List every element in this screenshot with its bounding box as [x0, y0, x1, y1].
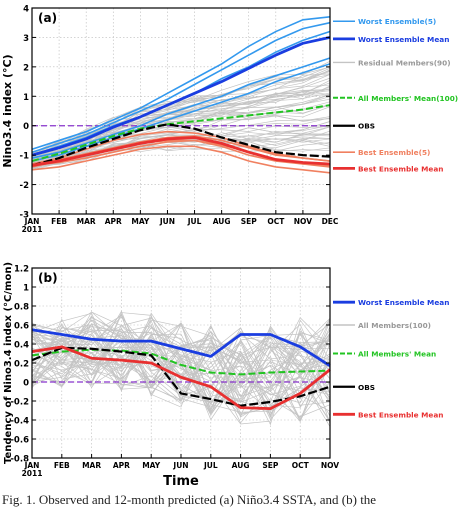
x-tick-label: MAY — [131, 217, 150, 226]
legend-label: Worst Ensemble(5) — [358, 17, 436, 26]
y-tick-label: 1 — [23, 284, 29, 294]
y-tick-label: 3 — [23, 34, 29, 44]
y-tick-label: 1.2 — [14, 265, 29, 275]
residual-member-line — [31, 319, 331, 425]
series-line-all-mean — [31, 348, 331, 376]
y-tick-label: -3 — [20, 211, 30, 221]
best-ensemble-member-line — [31, 145, 331, 174]
residual-member-line — [31, 323, 331, 398]
y-tick-label: 0.4 — [14, 341, 29, 351]
series-line-worst-mean — [31, 36, 331, 157]
y-tick-label: -0.4 — [10, 417, 29, 427]
y-tick-label: -0.6 — [10, 436, 29, 446]
legend: Worst Ensemble(5) Worst Ensemble Mean Resi… — [333, 17, 458, 173]
best-ensemble-member-line — [31, 135, 331, 165]
x-tick-label: JUN — [159, 217, 175, 226]
x-tick-label: SEP — [262, 461, 279, 470]
x-tick-label: MAR — [77, 217, 96, 226]
residual-member-line — [31, 315, 331, 412]
series-line-obs — [31, 123, 331, 167]
y-tick-label: -1 — [20, 152, 30, 162]
y-axis-label: Nino3.4 index (°C) — [1, 54, 14, 167]
x-tick-label: APR — [113, 461, 130, 470]
legend-label: Worst Ensemble Mean — [358, 35, 449, 44]
worst-ensemble-member-line — [31, 63, 331, 162]
y-tick-label: -0.2 — [10, 398, 29, 408]
x-tick-label: DEC — [322, 217, 339, 226]
x-tick-label: JAN 2011 — [22, 217, 43, 234]
panel-b: -0.8 -0.6 -0.4 -0.2 0 0.2 0.4 0.6 0.8 1 1.2 JAN 2011… — [3, 262, 449, 489]
x-tick-label: JUL — [203, 461, 218, 470]
residual-member-line — [31, 69, 331, 158]
legend-label: Best Ensemble Mean — [358, 164, 444, 173]
legend-label: OBS — [358, 383, 375, 392]
y-tick-label: 0 — [23, 379, 29, 389]
best-ensemble-member-line — [31, 130, 331, 165]
legend-label: OBS — [358, 122, 375, 131]
y-tick-label: 1 — [23, 93, 29, 103]
x-tick-label: MAR — [82, 461, 101, 470]
panel-label: (b) — [38, 271, 58, 285]
series-line-best-mean — [31, 136, 331, 167]
plot-frame — [31, 7, 331, 215]
y-axis-label: Tendency of Nino3.4 index (°C/mon) — [3, 262, 14, 464]
worst-ensemble-member-line — [31, 21, 331, 153]
worst-ensemble-member-line — [31, 16, 331, 151]
x-tick-label: SEP — [241, 217, 258, 226]
x-tick-label: OCT — [267, 217, 285, 226]
legend-label: Worst Ensemble Mean — [358, 298, 449, 307]
legend-label: All Members(100) — [358, 321, 431, 330]
residual-member-line — [31, 334, 331, 409]
legend: Worst Ensemble Mean All Members(100) All M… — [333, 298, 449, 419]
figure-caption: Fig. 1. Observed and 12-month predicted … — [2, 492, 377, 507]
worst-ensemble-member-line — [31, 57, 331, 159]
legend-label: Best Ensemble Mean — [358, 410, 444, 419]
x-tick-label: OCT — [292, 461, 310, 470]
y-tick-label: -2 — [20, 181, 30, 191]
residual-member-line — [31, 70, 331, 161]
legend-label: All Members' Mean — [358, 350, 436, 359]
residual-member-line — [31, 312, 331, 417]
y-tick-label: 2 — [23, 63, 29, 73]
series-line-best-mean — [31, 345, 331, 411]
x-tick-label: JUL — [187, 217, 202, 226]
x-tick-label: JUN — [172, 461, 188, 470]
chart-canvas: -3 -2 -1 0 1 2 3 4 JAN 2011 FEB MAR APR MAY JUN JUL AUG S… — [1, 5, 458, 490]
x-tick-label: NOV — [321, 461, 339, 470]
x-tick-label: MAY — [142, 461, 161, 470]
residual-member-line — [31, 126, 331, 160]
x-tick-label: NOV — [294, 217, 312, 226]
residual-member-line — [31, 316, 331, 426]
panel-a: -3 -2 -1 0 1 2 3 4 JAN 2011 FEB MAR APR MAY JUN JUL AUG S… — [1, 5, 458, 235]
x-tick-label: AUG — [213, 217, 231, 226]
y-tick-label: 0.6 — [14, 322, 29, 332]
x-axis-label: Time — [163, 474, 199, 489]
legend-label: Residual Members(90) — [358, 58, 451, 67]
x-tick-label: FEB — [51, 217, 67, 226]
residual-member-line — [31, 329, 331, 397]
y-tick-label: -0.8 — [10, 455, 29, 465]
y-tick-label: 0.2 — [14, 360, 29, 370]
x-tick-label: AUG — [232, 461, 250, 470]
residual-member-line — [31, 311, 331, 403]
residual-member-line — [31, 141, 331, 167]
legend-label: Best Ensemble(5) — [358, 148, 430, 157]
residual-member-line — [31, 104, 331, 164]
panel-label: (a) — [38, 11, 57, 25]
series-line-obs — [31, 346, 331, 407]
x-tick-label: JAN 2011 — [22, 461, 43, 478]
series-line-all-mean — [31, 104, 331, 162]
y-tick-label: 4 — [23, 5, 29, 15]
legend-label: All Members' Mean(100) — [358, 94, 458, 103]
residual-member-line — [31, 322, 331, 392]
y-tick-label: 0.8 — [14, 303, 29, 313]
y-tick-label: 0 — [23, 122, 29, 132]
x-tick-label: APR — [105, 217, 122, 226]
residual-member-line — [31, 84, 331, 157]
x-tick-label: FEB — [54, 461, 70, 470]
series-line-worst-mean — [31, 328, 331, 368]
